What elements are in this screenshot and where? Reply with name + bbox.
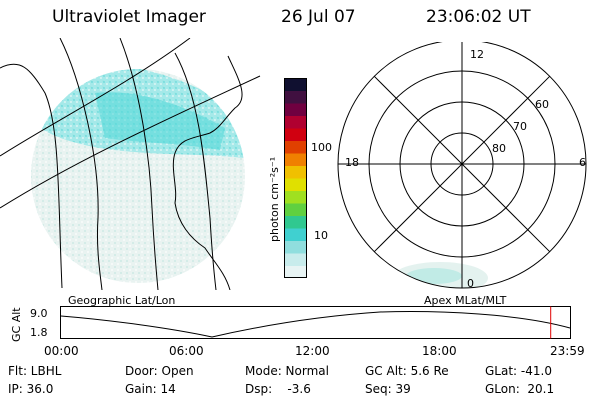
mlt-label-12: 12 xyxy=(470,48,484,61)
mlat-label-60: 60 xyxy=(535,98,549,111)
colorbar-segment xyxy=(284,128,307,141)
colorbar-segment xyxy=(284,115,307,129)
colorbar-segment xyxy=(284,265,307,278)
colorbar-segment xyxy=(284,203,307,216)
colorbar-segment xyxy=(284,240,307,254)
image-time: 23:06:02 UT xyxy=(426,7,531,27)
colorbar-segment xyxy=(284,140,307,154)
polar-mlat-mlt-plot xyxy=(337,42,587,289)
timeline-ylabel: GC Alt xyxy=(10,307,23,342)
time-tick-1200: 12:00 xyxy=(295,344,330,358)
colorbar-unit-label: photon cm⁻²s⁻¹ xyxy=(268,156,281,242)
colorbar-segment xyxy=(284,190,307,204)
colorbar-segment xyxy=(284,215,307,229)
info-filter: Flt: LBHL xyxy=(8,364,62,378)
timeline-y-low: 1.8 xyxy=(30,326,48,339)
timeline-y-high: 9.0 xyxy=(30,307,48,320)
time-tick-1800: 18:00 xyxy=(422,344,457,358)
mlat-label-80: 80 xyxy=(492,142,506,155)
mlt-label-18: 18 xyxy=(345,156,359,169)
colorbar-segment xyxy=(284,253,307,266)
colorbar-segment xyxy=(284,78,307,91)
lat-lon-grid xyxy=(0,38,261,290)
image-date: 26 Jul 07 xyxy=(281,7,356,27)
colorbar-segment xyxy=(284,165,307,179)
time-tick-2359: 23:59 xyxy=(550,344,585,358)
info-dsp: Dsp: -3.6 xyxy=(245,382,311,396)
info-seq: Seq: 39 xyxy=(365,382,411,396)
instrument-title: Ultraviolet Imager xyxy=(52,7,206,27)
mlt-label-6: 6 xyxy=(579,156,586,169)
info-ip: IP: 36.0 xyxy=(8,382,54,396)
colorbar xyxy=(284,78,307,278)
colorbar-segment xyxy=(284,153,307,166)
altitude-curve xyxy=(60,311,571,338)
polar-grid xyxy=(337,42,587,289)
timeline-frame xyxy=(60,306,571,339)
info-door: Door: Open xyxy=(125,364,194,378)
colorbar-segment xyxy=(284,178,307,191)
mlat-label-70: 70 xyxy=(513,120,527,133)
apex-panel-label: Apex MLat/MLT xyxy=(424,294,507,307)
info-glon: GLon: 20.1 xyxy=(485,382,555,396)
colorbar-segment xyxy=(284,103,307,116)
colorbar-segment xyxy=(284,228,307,241)
uv-emission-disc xyxy=(31,69,245,283)
info-gain: Gain: 14 xyxy=(125,382,176,396)
mlt-label-0: 0 xyxy=(467,277,474,290)
info-gc-alt: GC Alt: 5.6 Re xyxy=(365,364,449,378)
colorbar-tick-100: 100 xyxy=(311,141,332,154)
colorbar-tick-10: 10 xyxy=(314,229,328,242)
info-glat: GLat: -41.0 xyxy=(485,364,552,378)
time-tick-0600: 06:00 xyxy=(169,344,204,358)
geographic-image xyxy=(0,38,261,290)
colorbar-segment xyxy=(284,90,307,104)
info-mode: Mode: Normal xyxy=(245,364,329,378)
geographic-panel-label: Geographic Lat/Lon xyxy=(68,294,176,307)
time-tick-0000: 00:00 xyxy=(44,344,79,358)
altitude-timeline[interactable] xyxy=(60,306,572,340)
